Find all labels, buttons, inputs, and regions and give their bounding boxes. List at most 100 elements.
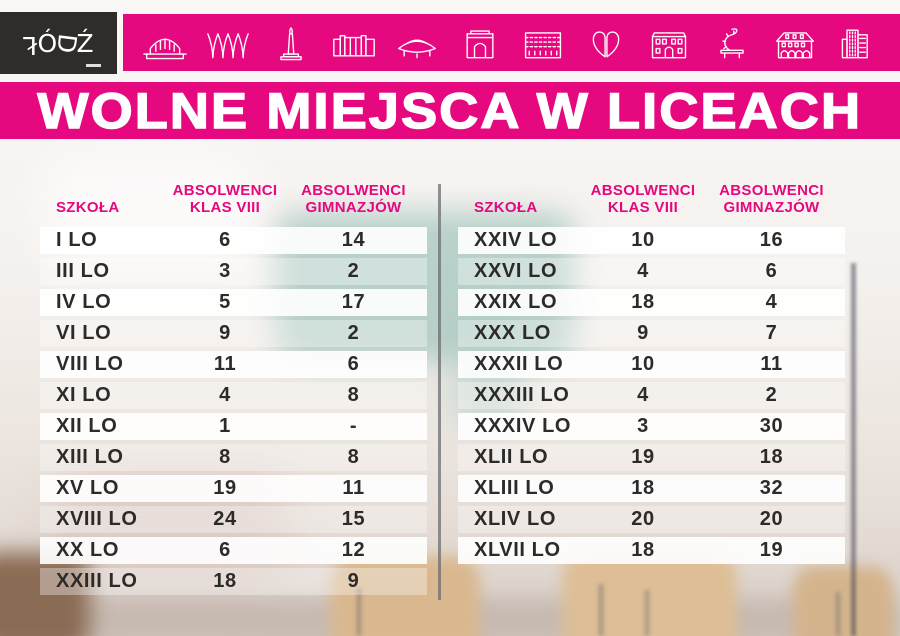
klas-viii-count: 8 — [219, 446, 231, 468]
school-name: VIII LO — [56, 353, 124, 375]
table-row: XLII LO 19 18 — [458, 444, 845, 471]
building-complex-icon — [332, 34, 375, 57]
school-name: XXIX LO — [474, 291, 558, 313]
table-row: III LO 3 2 — [40, 258, 427, 285]
chair-leg-line — [645, 590, 649, 636]
spring-sculpture-icon — [720, 27, 744, 58]
gimnazjum-count: 6 — [765, 260, 778, 282]
school-name: IV LO — [56, 291, 112, 313]
klas-viii-count: 24 — [213, 508, 237, 530]
school-name: XV LO — [56, 477, 120, 499]
gimnazjum-count: 2 — [765, 384, 778, 406]
vacancy-tables: SZKOŁA ABSOLWENCI KLAS VIII ABSOLWENCI G… — [40, 168, 860, 608]
table-row: VIII LO 11 6 — [40, 351, 427, 378]
dome-hall-icon — [142, 38, 187, 59]
table-row: XII LO 1 - — [40, 413, 427, 440]
table-right: SZKOŁA ABSOLWENCI KLAS VIII ABSOLWENCI G… — [458, 168, 845, 568]
heart-icon — [592, 30, 620, 57]
table-row: XXIV LO 10 16 — [458, 227, 845, 254]
school-name: XXXIII LO — [474, 384, 570, 406]
school-name: XXX LO — [474, 322, 551, 344]
palace-facade-icon — [651, 31, 687, 58]
table-body-right: XXIV LO 10 16 XXVI LO 4 6 XXIX LO 18 4 X… — [458, 227, 845, 564]
title-banner: WOLNE MIEJSCA W LICEACH — [0, 82, 900, 139]
gimnazjum-count: 11 — [760, 353, 783, 375]
logo-letter: Ł — [23, 30, 38, 60]
school-name: XXIV LO — [474, 229, 558, 251]
gimnazjum-count: 30 — [759, 415, 784, 437]
klas-viii-count: 4 — [219, 384, 231, 406]
klas-viii-count: 10 — [631, 353, 655, 375]
logo-subtext-mark — [86, 64, 101, 67]
striped-factory-icon — [524, 31, 562, 58]
window-frame-line — [851, 263, 856, 636]
monument-icon — [279, 26, 302, 60]
gimnazjum-count: 16 — [759, 229, 784, 251]
gate-building-icon — [466, 29, 494, 58]
school-name: XLIII LO — [474, 477, 555, 499]
chair-shape — [562, 550, 737, 636]
chair-leg-line — [357, 588, 361, 636]
gimnazjum-count: 32 — [759, 477, 784, 499]
landmark-icon-strip — [123, 14, 900, 71]
table-row: XV LO 19 11 — [40, 475, 427, 502]
table-row: XXVI LO 4 6 — [458, 258, 845, 285]
klas-viii-count: 9 — [637, 322, 649, 344]
table-row: XXIII LO 18 9 — [40, 568, 427, 595]
chair-shape — [330, 556, 480, 636]
gimnazjum-count: 8 — [347, 384, 360, 406]
gimnazjum-count: 4 — [765, 291, 778, 313]
table-row: XVIII LO 24 15 — [40, 506, 427, 533]
gimnazjum-count: 18 — [759, 446, 784, 468]
gimnazjum-count: 6 — [347, 353, 360, 375]
klas-viii-count: 10 — [631, 229, 655, 251]
table-row: XXIX LO 18 4 — [458, 289, 845, 316]
school-name: VI LO — [56, 322, 112, 344]
klas-viii-count: 3 — [637, 415, 649, 437]
logo-letter: Ź — [76, 28, 94, 58]
table-row: XLIV LO 20 20 — [458, 506, 845, 533]
gimnazjum-count: 20 — [759, 508, 784, 530]
table-body-left: I LO 6 14 III LO 3 2 IV LO 5 17 VI LO 9 … — [40, 227, 427, 595]
school-name: I LO — [56, 229, 98, 251]
gimnazjum-count: 11 — [342, 477, 365, 499]
gimnazjum-count: 7 — [765, 322, 778, 344]
klas-viii-count: 5 — [219, 291, 231, 313]
klas-viii-count: 18 — [631, 539, 655, 561]
table-header: SZKOŁA ABSOLWENCI KLAS VIII ABSOLWENCI G… — [40, 168, 427, 216]
gimnazjum-count: 2 — [347, 260, 360, 282]
gimnazjum-count: - — [349, 415, 358, 437]
school-name: XXXIV LO — [474, 415, 572, 437]
school-name: XXVI LO — [474, 260, 558, 282]
table-row: XLIII LO 18 32 — [458, 475, 845, 502]
table-row: XIII LO 8 8 — [40, 444, 427, 471]
klas-viii-count: 4 — [637, 260, 649, 282]
chair-leg-line — [836, 592, 840, 636]
school-name: XXIII LO — [56, 570, 138, 592]
klas-viii-count: 9 — [219, 322, 231, 344]
table-row: XXX LO 9 7 — [458, 320, 845, 347]
klas-viii-count: 19 — [213, 477, 237, 499]
chair-shape — [793, 566, 893, 636]
school-name: XX LO — [56, 539, 120, 561]
table-row: VI LO 9 2 — [40, 320, 427, 347]
lodz-city-logo: Ł Ó D Ź — [0, 12, 117, 74]
klas-viii-count: 4 — [637, 384, 649, 406]
gimnazjum-count: 14 — [341, 229, 366, 251]
top-brand-bar: Ł Ó D Ź — [0, 0, 900, 76]
gimnazjum-count: 8 — [347, 446, 360, 468]
gimnazjum-count: 15 — [341, 508, 366, 530]
gimnazjum-count: 2 — [347, 322, 360, 344]
table-row: XX LO 6 12 — [40, 537, 427, 564]
table-row: XXXIV LO 3 30 — [458, 413, 845, 440]
office-tower-icon — [842, 28, 869, 58]
table-row: I LO 6 14 — [40, 227, 427, 254]
klas-viii-count: 6 — [219, 229, 231, 251]
page-title: WOLNE MIEJSCA W LICEACH — [37, 82, 863, 140]
logo-letter: Ó — [37, 28, 58, 58]
header-klas-viii: ABSOLWENCI KLAS VIII — [172, 182, 278, 216]
gimnazjum-count: 12 — [341, 539, 366, 561]
fan-columns-icon — [206, 32, 249, 58]
school-name: XII LO — [56, 415, 118, 437]
